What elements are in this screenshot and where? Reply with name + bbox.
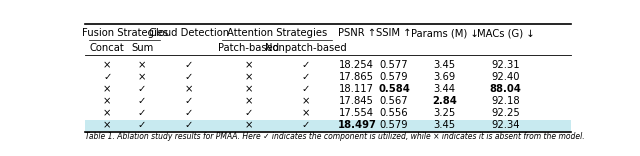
Text: Params (M) ↓: Params (M) ↓ [411,28,479,38]
Text: PSNR ↑: PSNR ↑ [338,28,376,38]
Text: 17.554: 17.554 [339,108,374,118]
Text: ✓: ✓ [138,96,146,106]
Text: ✓: ✓ [185,120,193,130]
Text: 92.18: 92.18 [492,96,520,106]
Text: 92.34: 92.34 [492,120,520,130]
Text: ×: × [244,96,253,106]
Text: Cloud Detection: Cloud Detection [149,28,229,38]
Text: 18.117: 18.117 [339,84,374,94]
Text: 0.579: 0.579 [380,120,408,130]
Text: 0.556: 0.556 [380,108,408,118]
Text: 92.31: 92.31 [492,60,520,70]
Text: 0.577: 0.577 [380,60,408,70]
Text: 0.579: 0.579 [380,72,408,82]
Text: ✓: ✓ [185,96,193,106]
Text: ✓: ✓ [103,72,111,82]
Text: ✓: ✓ [244,108,253,118]
Text: 88.04: 88.04 [490,84,522,94]
Text: 18.254: 18.254 [339,60,374,70]
Text: ×: × [244,120,253,130]
Text: 18.497: 18.497 [337,120,376,130]
Text: 0.567: 0.567 [380,96,408,106]
Text: 17.865: 17.865 [339,72,374,82]
Text: ×: × [103,120,111,130]
Text: ×: × [103,60,111,70]
Text: ×: × [185,84,193,94]
Text: ×: × [138,72,146,82]
Text: ×: × [103,96,111,106]
Text: Sum: Sum [131,43,153,53]
Text: ✓: ✓ [301,84,310,94]
Text: 3.44: 3.44 [433,84,456,94]
Text: 92.40: 92.40 [492,72,520,82]
Text: Attention Strategies: Attention Strategies [227,28,327,38]
FancyBboxPatch shape [85,119,571,131]
Text: ×: × [103,108,111,118]
Text: Concat: Concat [90,43,125,53]
Text: ✓: ✓ [138,108,146,118]
Text: ×: × [301,108,310,118]
Text: ✓: ✓ [301,120,310,130]
Text: ✓: ✓ [185,108,193,118]
Text: ×: × [103,84,111,94]
Text: 3.25: 3.25 [433,108,456,118]
Text: Patch-based: Patch-based [218,43,279,53]
Text: MACs (G) ↓: MACs (G) ↓ [477,28,534,38]
Text: 3.45: 3.45 [433,120,456,130]
Text: SSIM ↑: SSIM ↑ [376,28,412,38]
Text: 3.45: 3.45 [433,60,456,70]
Text: ×: × [244,60,253,70]
Text: Fusion Strategies: Fusion Strategies [81,28,168,38]
Text: ✓: ✓ [301,60,310,70]
Text: ✓: ✓ [138,84,146,94]
Text: 0.584: 0.584 [378,84,410,94]
Text: ✓: ✓ [185,60,193,70]
Text: ×: × [138,60,146,70]
Text: ✓: ✓ [138,120,146,130]
Text: 17.845: 17.845 [339,96,374,106]
Text: ×: × [244,84,253,94]
Text: Nonpatch-based: Nonpatch-based [265,43,346,53]
Text: ×: × [244,72,253,82]
Text: ✓: ✓ [301,72,310,82]
Text: Table 1. Ablation study results for PMAA. Here ✓ indicates the component is util: Table 1. Ablation study results for PMAA… [85,132,584,141]
Text: 92.25: 92.25 [491,108,520,118]
Text: ×: × [301,96,310,106]
Text: ✓: ✓ [185,72,193,82]
Text: 2.84: 2.84 [432,96,457,106]
Text: 3.69: 3.69 [433,72,456,82]
